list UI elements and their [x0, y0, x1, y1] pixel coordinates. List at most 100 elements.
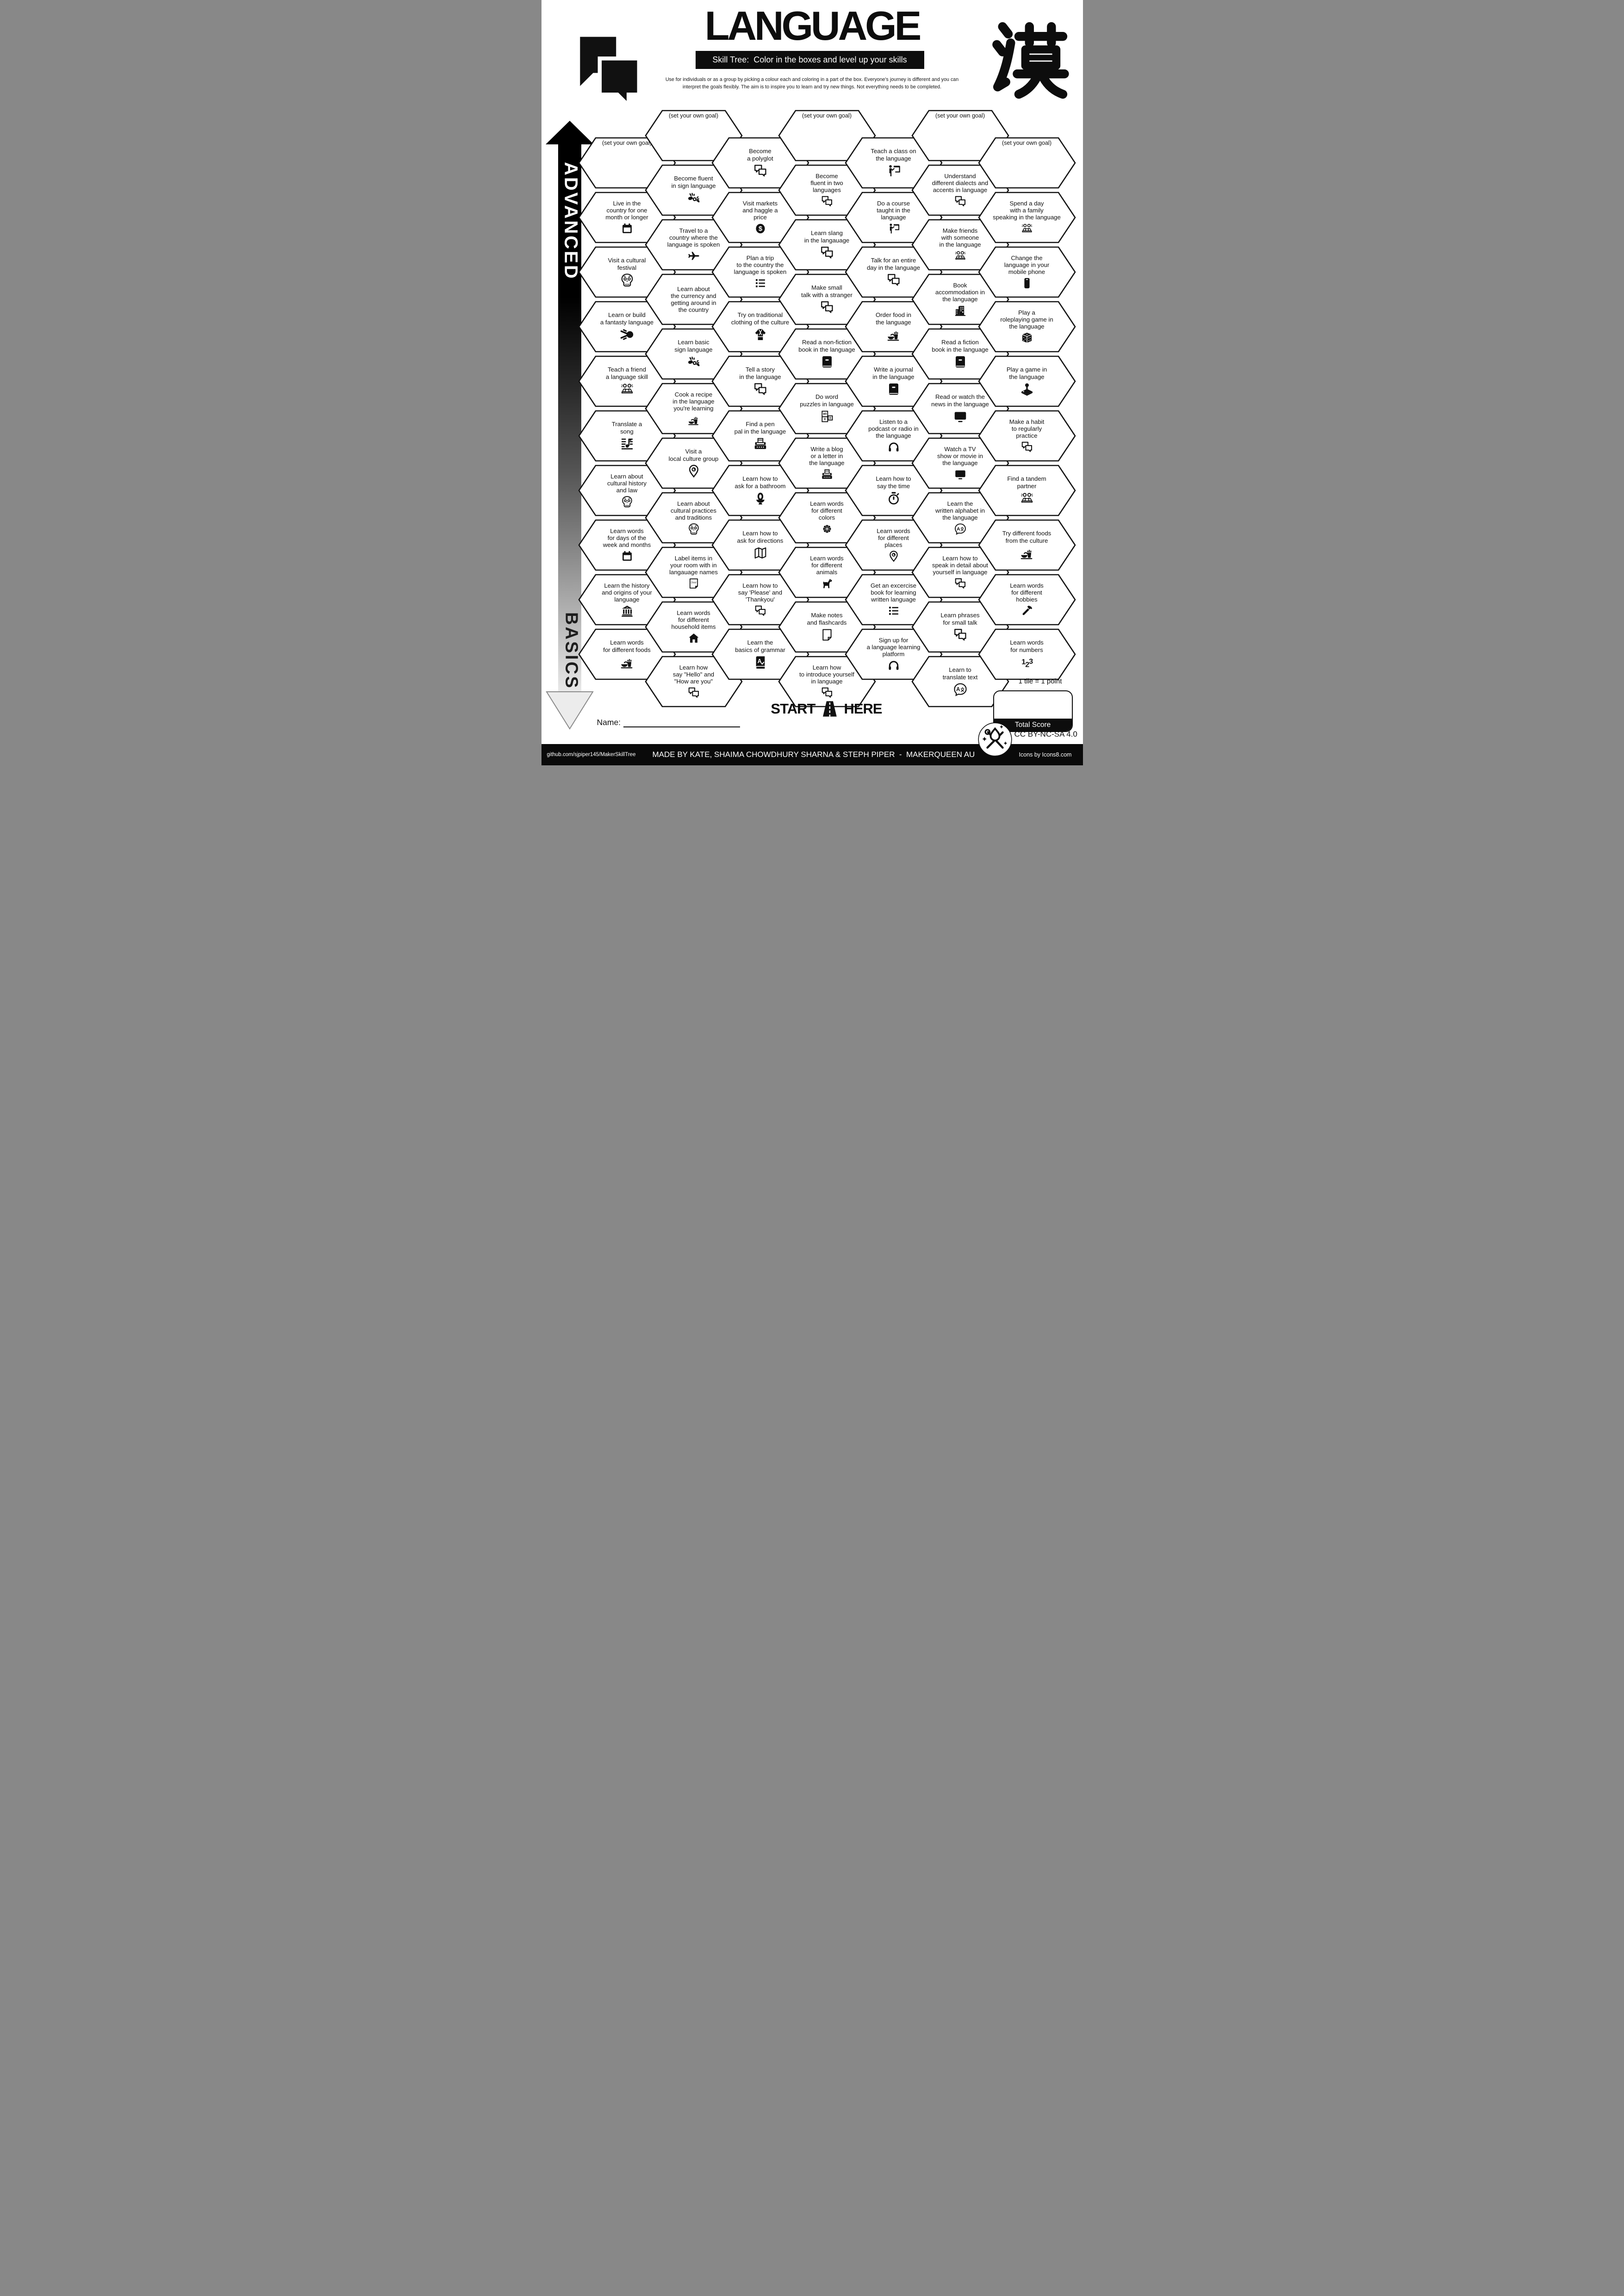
hex-tile[interactable]: Learn how to ask for directions [711, 518, 809, 572]
hex-tile[interactable]: Make small talk with a stranger [778, 273, 876, 326]
hex-tile[interactable]: Visit a local culture group [644, 436, 743, 490]
hex-tile[interactable]: Learn words for different household items [644, 600, 743, 654]
typewriter-icon [821, 468, 834, 481]
hex-label: Get an excercise book for learning written… [871, 582, 916, 603]
hex-tile[interactable]: Plan a trip to the country the language is… [711, 245, 809, 299]
chat-icon [754, 604, 767, 617]
hex-tile[interactable]: Learn about the currency and getting aroun… [644, 273, 743, 326]
hex-tile[interactable]: Do word puzzles in language [778, 382, 876, 435]
hex-tile[interactable]: Make a habit to regularly practice [977, 409, 1076, 463]
hex-label: Learn phrases for small talk [940, 612, 980, 626]
hex-tile[interactable]: Learn words for days of the week and month… [578, 518, 676, 572]
hex-label: Learn about cultural history and law [607, 472, 647, 494]
phone-icon [1020, 277, 1033, 290]
hex-tile[interactable]: Get an excercise book for learning written… [844, 573, 943, 627]
hex-tile[interactable]: Learn how say "Hello" and "How are you" [644, 655, 743, 708]
hex-label: Learn basic sign language [674, 339, 713, 353]
hex-tile[interactable]: Find a tandem partner [977, 464, 1076, 517]
hex-tile[interactable]: Become fluent in two languages [778, 163, 876, 217]
hex-tile[interactable]: Write a blog or a letter in the language [778, 436, 876, 490]
hex-tile[interactable]: Watch a TV show or movie in the language [911, 436, 1009, 490]
hex-tile[interactable]: Learn slang in the langauage [778, 218, 876, 272]
hex-tile[interactable]: Learn the written alphabet in the language [911, 491, 1009, 545]
chat-icon [1020, 441, 1033, 453]
hex-tile[interactable]: Do a course taught in the language [844, 191, 943, 244]
makerqueen-badge-icon [977, 722, 1013, 757]
hex-tile[interactable]: Learn how to introduce yourself in languag… [778, 655, 876, 708]
hex-tile[interactable]: Visit a cultural festival [578, 245, 676, 299]
hex-tile[interactable]: Learn the history and origins of your lang… [578, 573, 676, 627]
hex-tile[interactable]: Learn words for different animals [778, 546, 876, 599]
hex-tile[interactable]: Book accommodation in the language [911, 273, 1009, 326]
hex-tile[interactable]: Learn to translate text [911, 655, 1009, 708]
hex-tile[interactable]: (set your own goal) [911, 109, 1009, 162]
footer-github-link[interactable]: github.com/sjpiper145/MakerSkillTree [547, 752, 636, 757]
hex-tile[interactable]: Tell a story in the language [711, 354, 809, 408]
hex-tile[interactable]: Sign up for a language learning platform [844, 627, 943, 681]
hex-tile[interactable]: Order food in the language [844, 300, 943, 354]
hex-tile[interactable]: Learn about cultural history and law [578, 464, 676, 517]
hex-tile[interactable]: Label items in your room with in langauage… [644, 546, 743, 599]
hex-tile[interactable]: Play a roleplaying game in the language [977, 300, 1076, 354]
description-line1: Use for individuals or as a group by pic… [665, 77, 959, 82]
hex-tile[interactable]: Spend a day with a family speaking in the … [977, 191, 1076, 244]
hex-tile[interactable]: Teach a friend a language skill [578, 354, 676, 408]
hex-tile[interactable]: Try different foods from the culture [977, 518, 1076, 572]
hex-tile[interactable]: Learn words for different colors [778, 491, 876, 545]
hex-tile[interactable]: Learn how to say the time [844, 464, 943, 517]
hex-label: Spend a day with a family speaking in the … [993, 199, 1061, 221]
headphones-icon [887, 441, 900, 453]
hex-tile[interactable]: Listen to a podcast or radio in the langua… [844, 409, 943, 463]
hex-tile[interactable]: Learn words for different places [844, 518, 943, 572]
hex-tile[interactable]: Write a journal in the language [844, 354, 943, 408]
hex-tile[interactable]: Learn the basics of grammar [711, 627, 809, 681]
hex-tile[interactable]: Teach a class on the language [844, 136, 943, 190]
hex-tile[interactable]: (set your own goal) [578, 136, 676, 190]
footer-icons8-credit[interactable]: Icons by Icons8.com [1019, 751, 1072, 758]
hex-tile[interactable]: Talk for an entire day in the language [844, 245, 943, 299]
hex-tile[interactable]: Learn words for different hobbies [977, 573, 1076, 627]
hex-tile[interactable]: Change the language in your mobile phone [977, 245, 1076, 299]
hex-tile[interactable]: Learn phrases for small talk [911, 600, 1009, 654]
hexagon-outline [778, 383, 876, 434]
subtitle-banner: Skill Tree: Color in the boxes and level… [695, 51, 924, 69]
hex-tile[interactable]: (set your own goal) [778, 109, 876, 162]
hex-tile[interactable]: Learn basic sign language [644, 327, 743, 381]
hex-tile[interactable]: Visit markets and haggle a price [711, 191, 809, 244]
hex-tile[interactable]: Make notes and flashcards [778, 600, 876, 654]
hex-tile[interactable]: Try on traditional clothing of the cultur… [711, 300, 809, 354]
hex-tile[interactable]: Learn words for numbers [977, 627, 1076, 681]
hex-tile[interactable]: Cook a recipe in the language you're learn… [644, 382, 743, 435]
chat-icon [821, 195, 834, 208]
hex-tile[interactable]: Learn or build a fantasty language [578, 300, 676, 354]
hex-tile[interactable]: (set your own goal) [977, 136, 1076, 190]
coin-icon [754, 222, 767, 235]
hex-tile[interactable]: Understand different dialects and accents … [911, 163, 1009, 217]
hex-tile[interactable]: Learn how to say 'Please' and 'Thankyou' [711, 573, 809, 627]
hex-tile[interactable]: Play a game in the language [977, 354, 1076, 408]
map-icon [753, 546, 768, 560]
food-icon [886, 327, 901, 342]
name-input-line[interactable] [623, 717, 740, 727]
hex-tile[interactable]: Live in the country for one month or longe… [578, 191, 676, 244]
hex-tile[interactable]: (set your own goal) [644, 109, 743, 162]
hex-tile[interactable]: Read a non-fiction book in the language [778, 327, 876, 381]
hex-label: Learn or build a fantasty language [600, 311, 654, 326]
hex-tile[interactable]: Learn about cultural practices and traditi… [644, 491, 743, 545]
hex-tile[interactable]: Read a fiction book in the language [911, 327, 1009, 381]
hex-tile[interactable]: Translate a song [578, 409, 676, 463]
hex-label: Cook a recipe in the language you're learn… [672, 391, 715, 412]
hex-tile[interactable]: Learn how to speak in detail about yoursel… [911, 546, 1009, 599]
hex-tile[interactable]: Become fluent in sign language [644, 163, 743, 217]
hex-tile[interactable]: Learn how to ask for a bathroom [711, 464, 809, 517]
hex-tile[interactable]: Become a polyglot [711, 136, 809, 190]
hexagon-outline [778, 656, 876, 707]
hex-label: Find a pen pal in the language [734, 421, 786, 435]
hex-tile[interactable]: Travel to a country where the language is … [644, 218, 743, 272]
hexagon-outline [977, 574, 1076, 626]
hex-tile[interactable]: Make friends with someone in the language [911, 218, 1009, 272]
hex-tile[interactable]: Find a pen pal in the language [711, 409, 809, 463]
hex-tile[interactable]: Read or watch the news in the language [911, 382, 1009, 435]
hexagon-outline [844, 410, 943, 462]
hex-tile[interactable]: Learn words for different foods [578, 627, 676, 681]
